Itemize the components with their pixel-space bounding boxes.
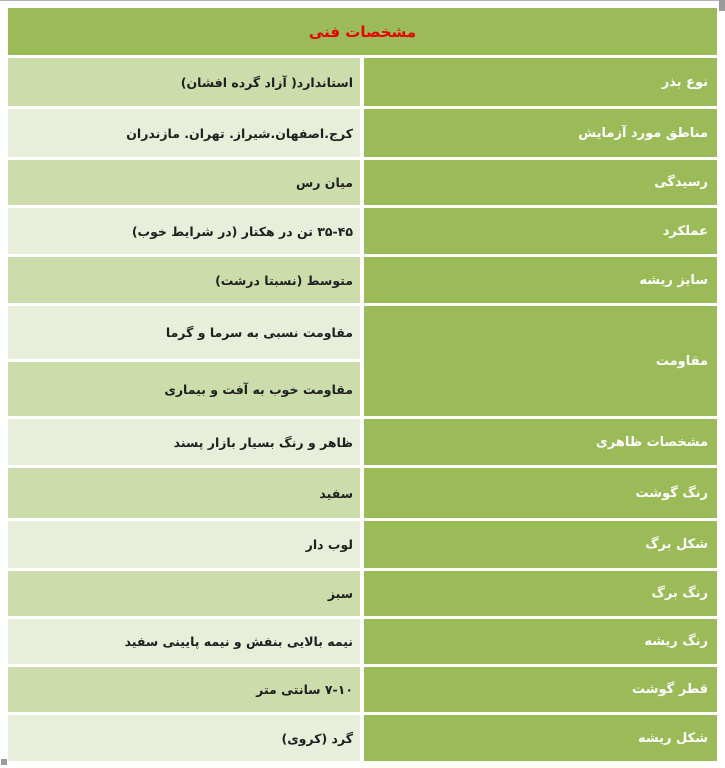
table-row: شکل برگ لوب دار: [8, 521, 717, 568]
scrollbar-artifact-top-right: [719, 0, 725, 11]
spec-label-cell: شکل ریشه: [364, 715, 717, 761]
spec-value-cell: نیمه بالایی بنفش و نیمه پایینی سفید: [8, 619, 360, 664]
spec-label-cell: سایز ریشه: [364, 257, 717, 303]
spec-value-cell: سبز: [8, 571, 360, 616]
spec-label-cell: رسیدگی: [364, 160, 717, 205]
spec-value-column: گرد (کروی): [8, 715, 360, 761]
spec-label-cell: قطر گوشت: [364, 667, 717, 712]
spec-value-cell: لوب دار: [8, 521, 360, 568]
spec-value-column: ۳۵-۴۵ تن در هکتار (در شرایط خوب): [8, 208, 360, 254]
spec-value-column: مقاومت نسبی به سرما و گرما مقاومت خوب به …: [8, 306, 360, 416]
spec-value-cell: ظاهر و رنگ بسیار بازار پسند: [8, 419, 360, 465]
table-row: مقاومت مقاومت نسبی به سرما و گرما مقاومت خ…: [8, 306, 717, 416]
table-row: رنگ گوشت سفید: [8, 468, 717, 518]
spec-label-cell: رنگ برگ: [364, 571, 717, 616]
spec-label-cell: عملکرد: [364, 208, 717, 254]
table-row: سایز ریشه متوسط (نسبتا درشت): [8, 257, 717, 303]
spec-label-cell: نوع بذر: [364, 58, 717, 106]
spec-label-cell: مشخصات ظاهری: [364, 419, 717, 465]
spec-table: مشخصات فنی نوع بذر استاندارد( آزاد گرده ا…: [8, 8, 717, 764]
resize-handle-artifact-bottom-left: [1, 759, 7, 765]
spec-value-column: نیمه بالایی بنفش و نیمه پایینی سفید: [8, 619, 360, 664]
spec-value-column: ۷-۱۰ سانتی متر: [8, 667, 360, 712]
spec-value-column: سبز: [8, 571, 360, 616]
table-row: رسیدگی میان رس: [8, 160, 717, 205]
spec-value-cell: مقاومت نسبی به سرما و گرما: [8, 306, 360, 359]
spec-value-cell: میان رس: [8, 160, 360, 205]
table-row: رنگ ریشه نیمه بالایی بنفش و نیمه پایینی س…: [8, 619, 717, 664]
spec-label-cell: مناطق مورد آزمایش: [364, 109, 717, 157]
spec-value-cell: کرج.اصفهان.شیراز. تهران. مازندران: [8, 109, 360, 157]
spec-value-cell: ۷-۱۰ سانتی متر: [8, 667, 360, 712]
page-edge-line: [0, 0, 725, 1]
spec-value-column: استاندارد( آزاد گرده افشان): [8, 58, 360, 106]
spec-label-cell: رنگ ریشه: [364, 619, 717, 664]
table-row: نوع بذر استاندارد( آزاد گرده افشان): [8, 58, 717, 106]
spec-label-cell: شکل برگ: [364, 521, 717, 568]
spec-value-cell: متوسط (نسبتا درشت): [8, 257, 360, 303]
table-row: شکل ریشه گرد (کروی): [8, 715, 717, 761]
spec-value-column: متوسط (نسبتا درشت): [8, 257, 360, 303]
spec-value-cell: استاندارد( آزاد گرده افشان): [8, 58, 360, 106]
table-body: نوع بذر استاندارد( آزاد گرده افشان) مناطق …: [8, 58, 717, 761]
table-row: مناطق مورد آزمایش کرج.اصفهان.شیراز. تهران…: [8, 109, 717, 157]
spec-value-cell: سفید: [8, 468, 360, 518]
spec-value-cell: گرد (کروی): [8, 715, 360, 761]
table-row: قطر گوشت ۷-۱۰ سانتی متر: [8, 667, 717, 712]
spec-value-column: لوب دار: [8, 521, 360, 568]
spec-value-column: سفید: [8, 468, 360, 518]
table-title: مشخصات فنی: [308, 22, 417, 41]
table-row: رنگ برگ سبز: [8, 571, 717, 616]
spec-value-column: کرج.اصفهان.شیراز. تهران. مازندران: [8, 109, 360, 157]
spec-label-cell: رنگ گوشت: [364, 468, 717, 518]
table-row: عملکرد ۳۵-۴۵ تن در هکتار (در شرایط خوب): [8, 208, 717, 254]
table-row: مشخصات ظاهری ظاهر و رنگ بسیار بازار پسند: [8, 419, 717, 465]
spec-value-cell: مقاومت خوب به آفت و بیماری: [8, 362, 360, 416]
table-title-bar: مشخصات فنی: [8, 8, 717, 55]
spec-value-column: میان رس: [8, 160, 360, 205]
spec-label-cell: مقاومت: [364, 306, 717, 416]
spec-value-cell: ۳۵-۴۵ تن در هکتار (در شرایط خوب): [8, 208, 360, 254]
spec-value-column: ظاهر و رنگ بسیار بازار پسند: [8, 419, 360, 465]
